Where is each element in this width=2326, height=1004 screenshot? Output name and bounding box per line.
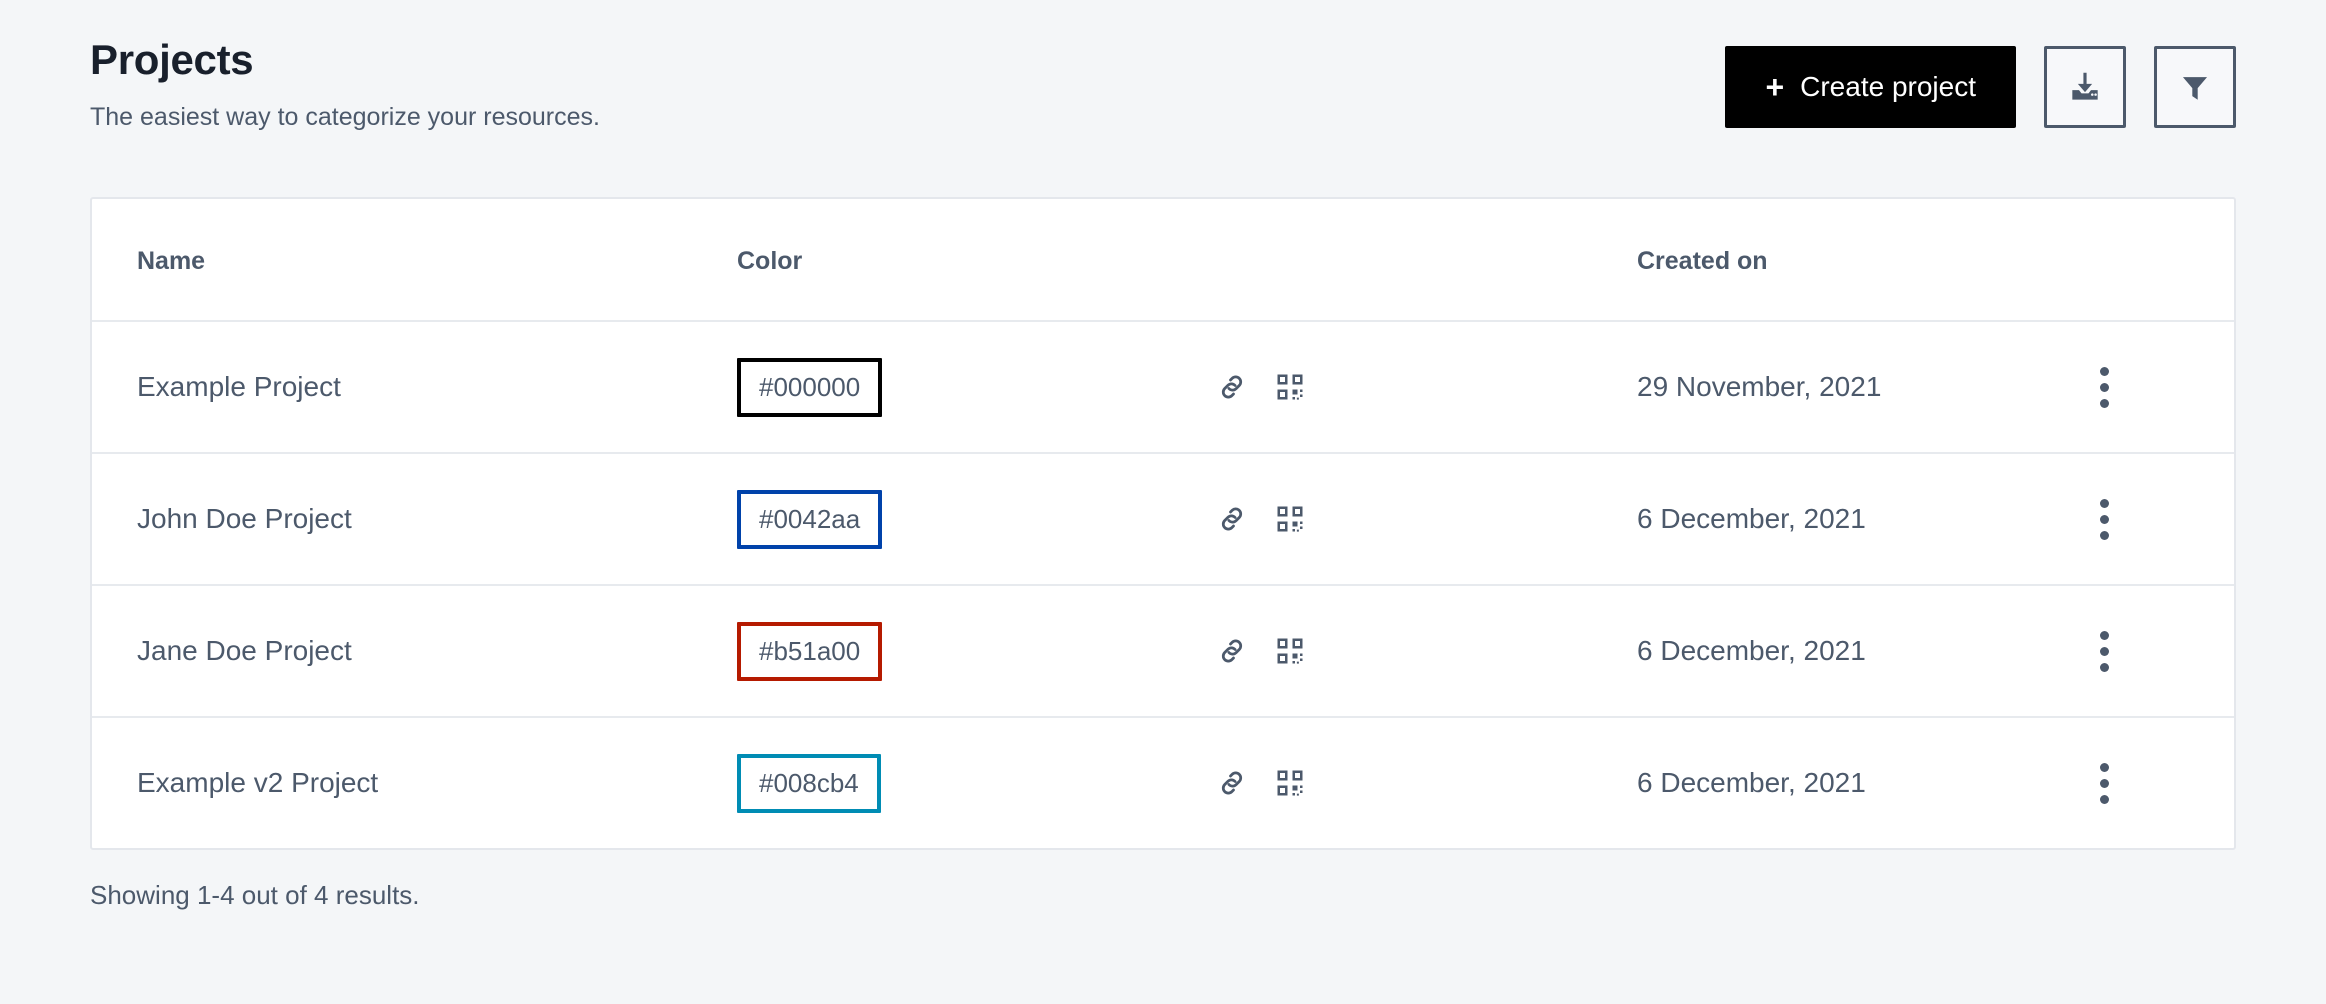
row-menu-button[interactable]: [2084, 630, 2124, 672]
cell-created-on: 6 December, 2021: [1637, 585, 1974, 719]
color-badge[interactable]: #008cb4: [737, 753, 881, 813]
table-row[interactable]: John Doe Project #0042aa 6 December, 2021: [92, 453, 2234, 587]
dot: [2099, 662, 2109, 672]
color-badge[interactable]: #b51a00: [737, 621, 883, 681]
page-subtitle: The easiest way to categorize your resou…: [90, 103, 600, 132]
row-action-icons: [1217, 504, 1637, 534]
download-button[interactable]: [2044, 46, 2126, 128]
results-note: Showing 1-4 out of 4 results.: [90, 880, 420, 911]
create-project-label: Create project: [1800, 71, 1976, 102]
table-header-row: Name Color Created on: [92, 199, 2234, 323]
qr-code-icon[interactable]: [1275, 372, 1305, 402]
cell-created-on: 6 December, 2021: [1637, 453, 1974, 587]
cell-project-name: Jane Doe Project: [92, 585, 737, 719]
cell-row-menu: [1974, 585, 2234, 719]
cell-project-color: #000000: [737, 321, 1217, 455]
cell-project-name: Example Project: [92, 321, 737, 455]
column-header-created-on[interactable]: Created on: [1637, 199, 1974, 323]
table-body: Example Project #000000 29 November, 2021 J…: [92, 321, 2234, 848]
table-row[interactable]: Jane Doe Project #b51a00 6 December, 2021: [92, 585, 2234, 719]
column-header-color[interactable]: Color: [737, 199, 1217, 323]
cell-project-color: #0042aa: [737, 453, 1217, 587]
cell-project-color: #b51a00: [737, 585, 1217, 719]
dot: [2099, 646, 2109, 656]
header-text-block: Projects The easiest way to categorize y…: [90, 36, 600, 132]
qr-code-icon[interactable]: [1275, 504, 1305, 534]
qr-code-icon[interactable]: [1275, 636, 1305, 666]
link-icon[interactable]: [1217, 768, 1247, 798]
link-icon[interactable]: [1217, 372, 1247, 402]
dot: [2099, 498, 2109, 508]
projects-table-card: Name Color Created on Example Project #00…: [90, 197, 2236, 851]
filter-icon: [2178, 70, 2212, 104]
column-header-menu-spacer: [1974, 199, 2234, 323]
cell-row-menu: [1974, 321, 2234, 455]
link-icon[interactable]: [1217, 504, 1247, 534]
row-action-icons: [1217, 768, 1637, 798]
cell-row-menu: [1974, 453, 2234, 587]
cell-project-name: John Doe Project: [92, 453, 737, 587]
link-icon[interactable]: [1217, 636, 1247, 666]
dot: [2099, 398, 2109, 408]
projects-table: Name Color Created on Example Project #00…: [92, 199, 2234, 848]
plus-icon: +: [1765, 69, 1785, 105]
table-row[interactable]: Example v2 Project #008cb4 6 December, 202…: [92, 717, 2234, 848]
row-action-icons: [1217, 636, 1637, 666]
cell-row-actions: [1217, 717, 1637, 848]
qr-code-icon[interactable]: [1275, 768, 1305, 798]
page-header: Projects The easiest way to categorize y…: [90, 0, 2236, 132]
column-header-actions-spacer: [1217, 199, 1637, 323]
dot: [2099, 366, 2109, 376]
cell-row-actions: [1217, 321, 1637, 455]
color-badge[interactable]: #0042aa: [737, 489, 883, 549]
dot: [2099, 794, 2109, 804]
create-project-button[interactable]: + Create project: [1725, 46, 2016, 128]
header-actions: + Create project: [1725, 36, 2236, 128]
dot: [2099, 382, 2109, 392]
table-row[interactable]: Example Project #000000 29 November, 2021: [92, 321, 2234, 455]
page-title: Projects: [90, 36, 254, 83]
cell-row-menu: [1974, 717, 2234, 848]
dot: [2099, 514, 2109, 524]
row-menu-button[interactable]: [2084, 498, 2124, 540]
row-action-icons: [1217, 372, 1637, 402]
row-menu-button[interactable]: [2084, 366, 2124, 408]
color-badge[interactable]: #000000: [737, 357, 883, 417]
cell-row-actions: [1217, 585, 1637, 719]
filter-button[interactable]: [2154, 46, 2236, 128]
cell-created-on: 6 December, 2021: [1637, 767, 1866, 799]
column-header-name[interactable]: Name: [92, 199, 737, 323]
dot: [2099, 778, 2109, 788]
dot: [2099, 530, 2109, 540]
cell-row-actions: [1217, 453, 1637, 587]
table-header: Name Color Created on: [92, 199, 2234, 323]
row-menu-button[interactable]: [2084, 762, 2124, 804]
dot: [2099, 762, 2109, 772]
dot: [2099, 630, 2109, 640]
cell-created-on: 29 November, 2021: [1637, 321, 1974, 455]
cell-project-name: Example v2 Project: [137, 767, 379, 799]
cell-project-color: #008cb4: [737, 717, 1217, 848]
download-icon: [2066, 68, 2104, 106]
